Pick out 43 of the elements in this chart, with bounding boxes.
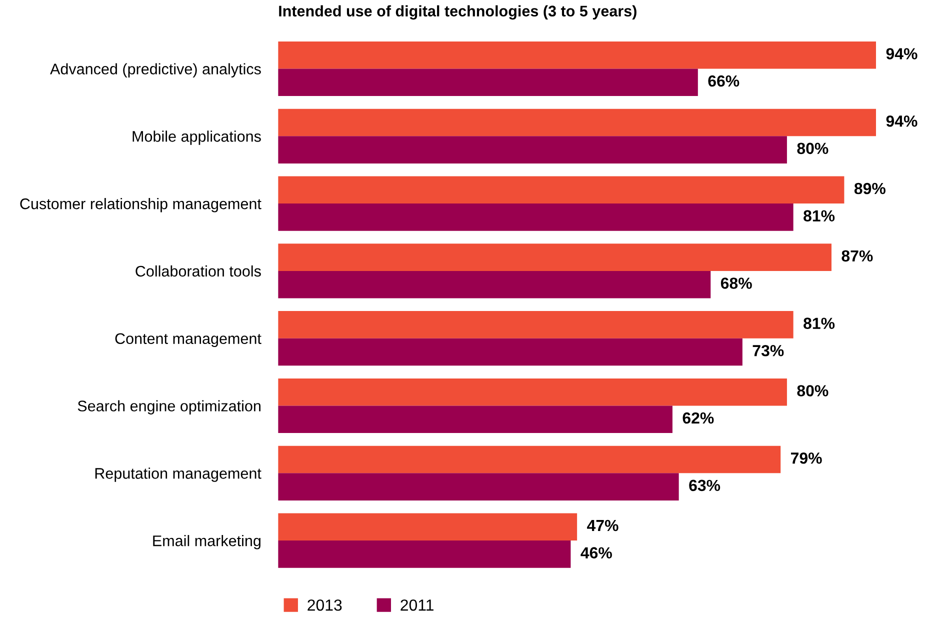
y-tick-label: Email marketing [153, 535, 260, 550]
y-tick-label: Customer relationship management [20, 198, 262, 212]
legend-label: 2011 [400, 599, 434, 611]
y-tick-label: Advanced (predictive) analytics [50, 63, 261, 78]
bar [278, 68, 698, 96]
data-label: 94% [886, 115, 918, 127]
data-label: 94% [886, 48, 918, 60]
bar [278, 108, 876, 136]
data-label: 66% [708, 75, 740, 87]
legend-label: 2013 [308, 599, 342, 611]
chart-title: Intended use of digital technologies (3 to 5 years) [279, 5, 636, 20]
data-label: 81% [804, 318, 835, 329]
bar [278, 446, 781, 474]
bar [278, 270, 711, 298]
data-label: 80% [797, 385, 828, 396]
data-label: 80% [797, 142, 828, 154]
bar [278, 176, 844, 204]
y-tick-label: Reputation management [95, 468, 262, 482]
bar [278, 41, 876, 69]
data-label: 63% [689, 480, 720, 492]
data-label: 89% [854, 182, 886, 194]
bar [278, 513, 578, 541]
data-label: 68% [720, 278, 752, 289]
data-label: 79% [791, 452, 822, 464]
bar [278, 473, 679, 500]
y-tick-label: Collaboration tools [136, 265, 261, 277]
bar [278, 204, 794, 231]
bar [278, 136, 787, 164]
data-label: 62% [682, 412, 714, 424]
bar [278, 244, 832, 271]
data-label: 87% [842, 250, 873, 262]
data-label: 73% [752, 344, 784, 356]
y-tick-label: Mobile applications [132, 130, 261, 145]
bar [278, 406, 672, 434]
bar [278, 540, 571, 568]
bar [278, 338, 742, 366]
bar [278, 311, 794, 338]
data-label: 81% [804, 210, 835, 222]
bar [278, 378, 787, 406]
data-label: 47% [587, 520, 618, 532]
data-label: 46% [580, 547, 612, 558]
y-tick-label: Content management [115, 333, 262, 348]
y-tick-label: Search engine optimization [78, 400, 260, 414]
